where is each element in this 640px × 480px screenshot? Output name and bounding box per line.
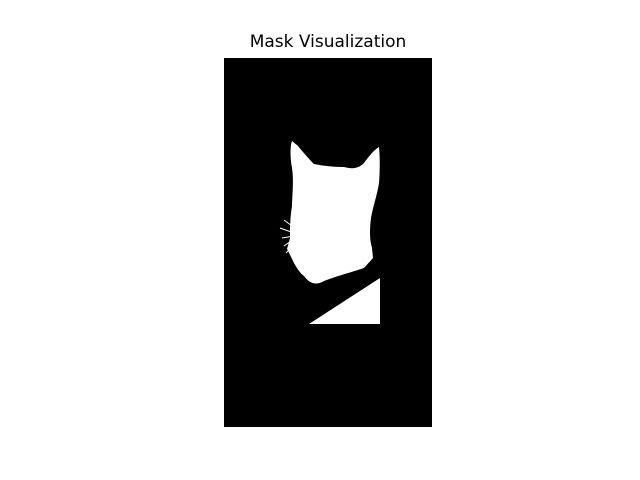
triangle-mask [309,278,380,324]
mask-image [224,58,432,427]
whiskers-mask [279,219,297,254]
cat-silhouette-mask [287,141,380,284]
figure-title: Mask Visualization [249,32,407,52]
